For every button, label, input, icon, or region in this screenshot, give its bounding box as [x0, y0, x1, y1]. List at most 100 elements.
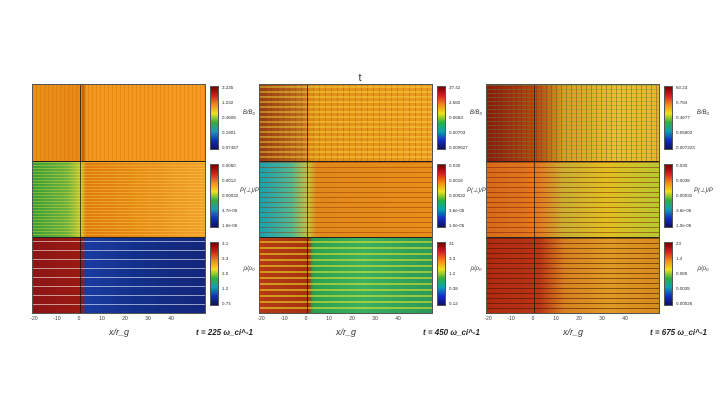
colorbar-scale [210, 164, 219, 228]
x-tick: 20 [122, 316, 128, 322]
colorbar-tick: 3.235 [222, 85, 234, 90]
x-tick: -10 [280, 316, 288, 322]
colorbar-tick: 0.00026 [676, 301, 693, 306]
x-zero-line [307, 85, 308, 313]
field-magnitude-strip [487, 85, 659, 161]
colorbar-tick: 0.4609 [222, 115, 236, 120]
x-tick: -10 [53, 316, 61, 322]
colorbar-variable: P(⊥)/P [467, 188, 486, 194]
colorbar-tick: 1.0e-05 [676, 223, 692, 228]
x-tick: -10 [507, 316, 515, 322]
colorbar-variable: ρ/ρ₀ [697, 266, 709, 272]
colorbar-pressure: 0.0050 0.0013 0.00032 4.7e-05 1.0e-05 P(… [210, 163, 259, 234]
colorbar-scale [437, 164, 446, 228]
x-axis-label: x/r_g [335, 327, 356, 337]
colorbar-variable: P(⊥)/P [240, 188, 259, 194]
panel-t225: 3.235 1.232 0.4609 0.1901 0.07467 B/B₀ 0… [30, 84, 259, 344]
panel-t450: 37.42 2.582 0.0653 0.00703 0.000627 B/B₀… [257, 84, 486, 344]
x-axis-ticks: -20 -10 0 10 20 30 40 [484, 316, 660, 324]
colorbar-variable: ρ/ρ₀ [470, 266, 482, 272]
colorbar-tick: 0.007223 [676, 145, 695, 150]
colorbar-tick: 1.232 [222, 100, 234, 105]
x-tick: 40 [622, 316, 628, 322]
colorbar-tick: 0.00032 [676, 193, 693, 198]
colorbar-scale [664, 164, 673, 228]
colorbar-tick: 0.0038 [676, 178, 690, 183]
colorbar-tick: 0.0653 [449, 115, 463, 120]
colorbar-tick: 3.6e-05 [676, 208, 692, 213]
colorbar-tick: 1.2 [449, 271, 456, 276]
colorbar-tick: 1.0e-05 [222, 223, 238, 228]
colorbar-scale [437, 242, 446, 306]
x-tick: 10 [99, 316, 105, 322]
strip-divider [487, 237, 659, 238]
colorbar-tick: 0.0050 [222, 163, 236, 168]
colorbar-pressure: 0.030 0.0038 0.00032 3.6e-05 1.0e-05 P(⊥… [664, 163, 713, 234]
colorbar-tick: 0.00703 [449, 130, 466, 135]
colorbar-tick: 4.7e-05 [222, 208, 238, 213]
x-axis-label: x/r_g [562, 327, 583, 337]
x-tick: 0 [531, 316, 535, 322]
x-tick: 30 [599, 316, 605, 322]
colorbar-variable: B/B₀ [242, 110, 256, 116]
colorbar-tick: 3.1 [222, 241, 229, 246]
colorbar-tick: 0.085 [676, 271, 688, 276]
x-tick: -20 [484, 316, 492, 322]
colorbar-tick: 0.1901 [222, 130, 236, 135]
strip-divider [487, 161, 659, 162]
x-tick: 20 [576, 316, 582, 322]
colorbar-tick: 0.0013 [222, 178, 236, 183]
panel-t675: 50.23 0.784 0.4677 0.05902 0.007223 B/B₀… [484, 84, 713, 344]
colorbar-b: 50.23 0.784 0.4677 0.05902 0.007223 B/B₀ [664, 85, 712, 156]
colorbar-tick: 37.42 [449, 85, 461, 90]
density-strip [487, 237, 659, 313]
colorbar-variable: ρ/ρ₀ [243, 266, 255, 272]
x-tick: 0 [77, 316, 81, 322]
x-zero-line [80, 85, 81, 313]
x-tick: 0 [304, 316, 308, 322]
pressure-ratio-strip [260, 161, 432, 237]
colorbar-tick: 3.6e-05 [449, 208, 465, 213]
colorbar-tick: 1.4 [676, 256, 683, 261]
strip-divider [260, 237, 432, 238]
colorbar-density: 3.1 3.3 2.0 1.2 0.74 ρ/ρ₀ [210, 241, 258, 312]
x-tick: 40 [168, 316, 174, 322]
colorbar-pressure: 0.030 0.0018 0.00032 3.6e-05 1.0e-05 P(⊥… [437, 163, 486, 234]
colorbar-scale [210, 242, 219, 306]
x-tick: 30 [145, 316, 151, 322]
x-tick: -20 [30, 316, 38, 322]
strip-divider [33, 161, 205, 162]
colorbar-tick: 1.2 [222, 286, 229, 291]
simulation-plot [259, 84, 433, 314]
colorbar-tick: 0.05902 [676, 130, 693, 135]
colorbar-tick: 0.0035 [676, 286, 690, 291]
x-tick: 20 [349, 316, 355, 322]
colorbar-tick: 23 [676, 241, 682, 246]
x-tick: 30 [372, 316, 378, 322]
colorbar-tick: 0.000627 [449, 145, 468, 150]
strip-divider [33, 237, 205, 238]
time-label: t = 675 ω_ci^-1 [650, 328, 707, 337]
colorbar-tick: 2.582 [449, 100, 461, 105]
colorbar-variable: B/B₀ [696, 110, 710, 116]
colorbar-variable: P(⊥)/P [694, 188, 713, 194]
x-tick: -20 [257, 316, 265, 322]
time-label: t = 225 ω_ci^-1 [196, 328, 253, 337]
colorbar-scale [664, 242, 673, 306]
colorbar-scale [664, 86, 673, 150]
x-tick: 40 [395, 316, 401, 322]
x-axis-label: x/r_g [108, 327, 129, 337]
density-strip [260, 237, 432, 313]
colorbar-b: 37.42 2.582 0.0653 0.00703 0.000627 B/B₀ [437, 85, 485, 156]
colorbar-density: 31 3.3 1.2 0.38 0.12 ρ/ρ₀ [437, 241, 485, 312]
colorbar-tick: 0.38 [449, 286, 458, 291]
colorbar-tick: 2.0 [222, 271, 229, 276]
colorbar-scale [437, 86, 446, 150]
strip-divider [260, 161, 432, 162]
colorbar-tick: 0.4677 [676, 115, 690, 120]
pressure-ratio-strip [33, 161, 205, 237]
x-axis-ticks: -20 -10 0 10 20 30 40 [257, 316, 433, 324]
colorbar-tick: 3.3 [449, 256, 456, 261]
colorbar-tick: 0.030 [676, 163, 688, 168]
colorbar-tick: 31 [449, 241, 455, 246]
